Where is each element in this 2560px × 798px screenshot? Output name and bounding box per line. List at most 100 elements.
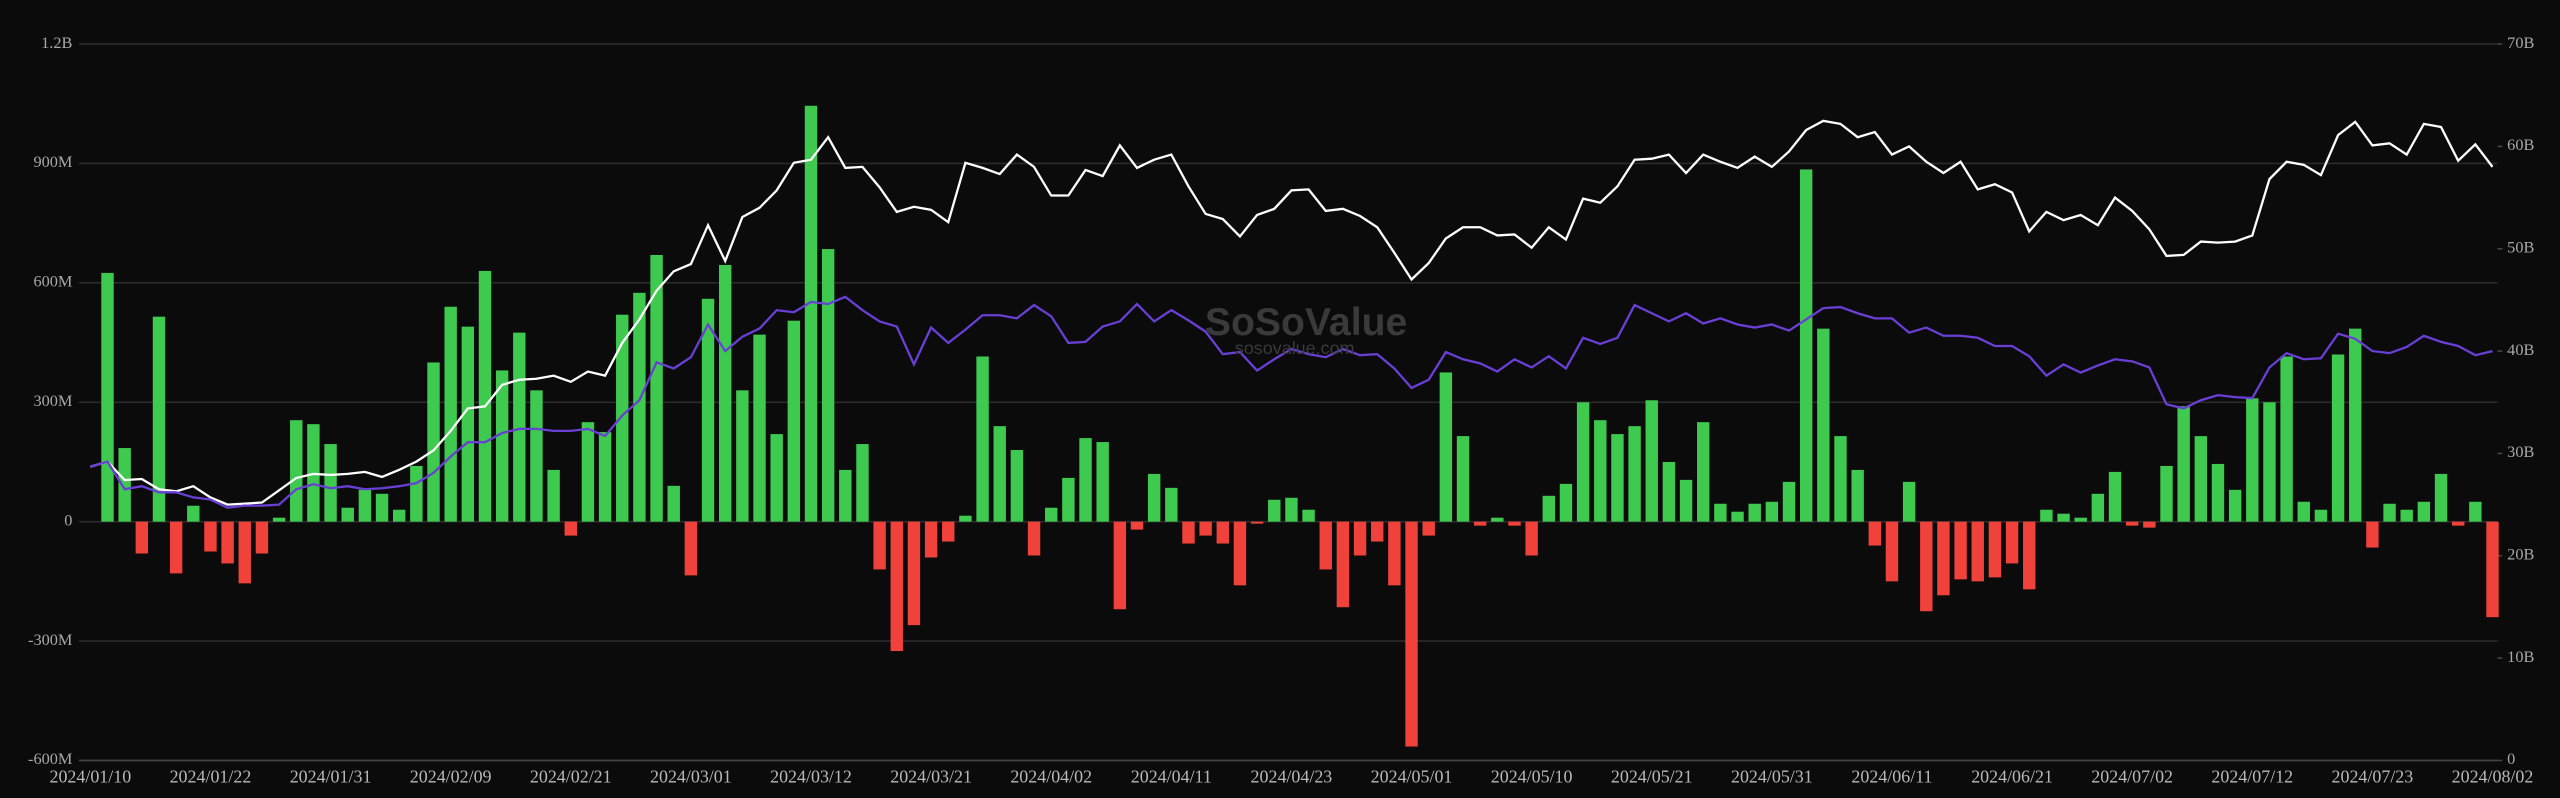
bar [1268,499,1281,522]
bar [1233,521,1247,586]
bar [753,334,766,522]
x-tick-label: 2024/07/12 [2211,767,2293,787]
bar [718,264,732,522]
bar [770,434,783,522]
x-tick-label: 2024/06/11 [1851,767,1932,787]
bar [1748,503,1761,522]
bar [873,521,886,570]
y-tick-label: 900M [33,152,72,171]
bar [616,314,629,522]
bar [1045,507,1058,522]
bar [633,292,646,522]
bar [101,272,114,522]
bar [1182,521,1195,544]
bar [976,356,989,522]
bar [1645,400,1658,522]
x-tick-label: 2024/02/21 [530,767,612,787]
bar [2434,473,2448,522]
bar [993,426,1006,522]
bar [959,515,972,522]
bar [804,105,818,522]
y-tick-label: 1.2B [41,33,72,52]
bar [1422,521,1435,536]
bar [1473,521,1487,526]
bar [392,509,406,522]
bar [1902,481,1916,522]
bar [204,521,217,552]
y-tick-label: 600M [33,272,72,291]
bar [1336,521,1350,608]
y2-tick-label: 40B [2507,340,2534,359]
bar [1834,436,1847,522]
line [90,119,2494,506]
bar [1302,509,1315,522]
bar [907,521,921,626]
bar [238,521,251,584]
bar [187,505,200,522]
bar [358,489,372,522]
x-tick-label: 2024/06/21 [1971,767,2053,787]
bar [513,332,526,522]
bar [2005,521,2019,564]
bar [2177,406,2190,522]
bar [1731,511,1744,522]
bar [290,420,303,522]
y-tick-label: -300M [28,630,73,649]
x-tick-label: 2024/05/21 [1611,767,1693,787]
bar [1697,422,1710,522]
bar [444,306,457,522]
y2-tick-label: 60B [2507,135,2534,154]
bar [2451,521,2465,526]
bar [1285,497,1298,522]
bar [1714,503,1727,522]
y2-tick-label: 30B [2507,442,2534,461]
bar [2400,509,2413,522]
bar [2194,436,2208,522]
bar [1456,436,1470,522]
bar [942,521,955,542]
y-tick-label: 0 [64,510,72,529]
bar [2074,517,2087,522]
bar [1576,402,1590,522]
bar [1491,517,1504,522]
bar [1971,521,1984,582]
bar [1765,501,1779,522]
bar [1799,169,1813,522]
bar [2160,465,2173,522]
bar [1954,521,1967,580]
bar [2297,501,2310,522]
bar [598,432,612,522]
x-tick-label: 2024/03/21 [890,767,972,787]
bar [2469,501,2482,522]
bar [1079,438,1092,522]
bar [2091,493,2105,522]
bar [736,390,749,522]
bar [2125,521,2139,526]
bar [152,316,166,522]
watermark-url: sosovalue.com [1235,338,1355,358]
y2-tick-label: 70B [2507,33,2534,52]
bar [341,507,354,522]
x-tick-label: 2024/04/23 [1251,767,1333,787]
bar [2057,513,2070,522]
bar [1388,521,1401,586]
bar [890,521,903,652]
bar [1508,521,1521,526]
bar [1130,521,1144,530]
bar [2383,503,2396,522]
bar [2486,521,2499,618]
bar [272,517,286,522]
bar [2417,501,2431,522]
bar [255,521,269,554]
bar [1662,461,1676,522]
x-tick-label: 2024/01/22 [170,767,252,787]
y2-tick-label: 0 [2507,749,2515,768]
bar [2280,356,2293,522]
x-tick-label: 2024/05/31 [1731,767,1813,787]
bar [1113,521,1127,610]
bar [427,362,440,522]
bar [118,448,131,522]
bar [1559,483,1573,522]
bar [1096,442,1109,522]
